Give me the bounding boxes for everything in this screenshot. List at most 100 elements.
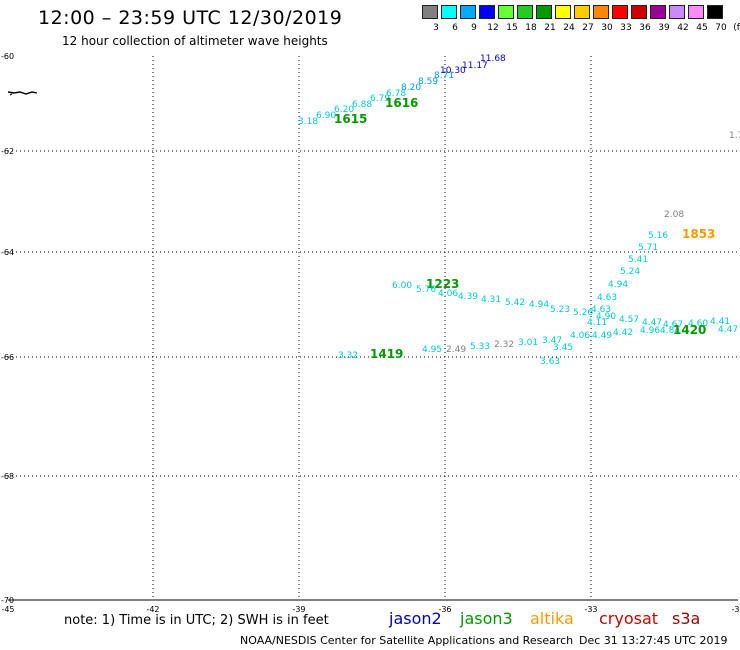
lon-label: -36 — [438, 605, 451, 614]
swh-value-label: 6.20 — [334, 105, 354, 115]
swh-value-label: 4.63 — [597, 293, 617, 303]
legend-value: 24 — [563, 23, 575, 33]
swh-value-label: 11.17 — [462, 61, 488, 71]
lat-label: -64 — [1, 248, 14, 257]
swh-value-label: 4.67 — [663, 320, 683, 330]
track-time-label: 1853 — [682, 227, 715, 241]
legend-swatch — [460, 5, 476, 19]
footer-timestamp: Dec 31 13:27:45 UTC 2019 — [579, 634, 728, 647]
swh-value-label: 5.71 — [638, 243, 658, 253]
swh-value-label: 4.60 — [688, 319, 708, 329]
legend-value: 36 — [639, 23, 651, 33]
track-time-label: 1223 — [426, 277, 459, 291]
legend-swatch — [574, 5, 590, 19]
map-title: 12:00 – 23:59 UTC 12/30/2019 — [38, 7, 343, 29]
legend-value: 70 — [715, 23, 727, 33]
lat-lon-grid — [8, 56, 738, 601]
swh-value-label: 10.30 — [440, 66, 466, 76]
legend-unit: (ft) — [733, 23, 740, 33]
lon-label: -45 — [1, 605, 14, 614]
swh-value-label: 4.41 — [710, 317, 730, 327]
swh-value-label: 3.63 — [540, 357, 560, 367]
swh-value-label: 4.90 — [596, 312, 616, 322]
swh-value-label: 5.23 — [550, 305, 570, 315]
swh-value-label: 4.49 — [592, 331, 612, 341]
swh-value-label: 3.01 — [518, 338, 538, 348]
axis-labels: -60 -62 -64 -66 -68 -70-45 -42 -39 -36 -33 -30 — [1, 52, 740, 614]
track-time-label: 1420 — [673, 323, 706, 337]
swh-value-label: 4.96 — [640, 326, 660, 336]
lat-label: -66 — [1, 353, 14, 362]
swh-value-label: 2.08 — [664, 210, 684, 220]
swh-value-label: 4.42 — [613, 328, 633, 338]
swh-value-label: 3.32 — [338, 351, 358, 361]
legend-swatch — [536, 5, 552, 19]
track-time-label: 1615 — [334, 112, 367, 126]
legend-value: 6 — [452, 23, 458, 33]
lon-label: -39 — [292, 605, 305, 614]
legend-value: 9 — [471, 23, 477, 33]
legend-value: 42 — [677, 23, 689, 33]
lat-label: -60 — [1, 52, 14, 61]
swh-value-label: 6.00 — [392, 281, 412, 291]
swh-value-label: 6.79 — [370, 94, 390, 104]
legend-value: 27 — [582, 23, 594, 33]
swh-value-label: 6.90 — [316, 111, 336, 121]
footer-note: note: 1) Time is in UTC; 2) SWH is in fe… — [64, 613, 329, 628]
swh-value-label: 8.71 — [434, 71, 454, 81]
legend-swatch — [650, 5, 666, 19]
legend-value: 30 — [601, 23, 613, 33]
swh-value-label: 4.84 — [660, 326, 680, 336]
swh-value-label: 2.32 — [494, 340, 514, 350]
track-time-label: 1616 — [385, 96, 418, 110]
legend-swatch — [498, 5, 514, 19]
wave-height-labels: 3.186.906.206.886.796.788.208.598.7110.3… — [298, 54, 740, 367]
swh-value-label: 5.16 — [648, 231, 668, 241]
lon-label: -42 — [146, 605, 159, 614]
sat-altika: altika — [530, 609, 574, 628]
swh-value-label: 8.20 — [401, 83, 421, 93]
legend-value: 45 — [696, 23, 708, 33]
swh-value-label: 5.41 — [628, 255, 648, 265]
legend-swatch — [422, 5, 438, 19]
swh-value-label: 6.88 — [352, 100, 372, 110]
lat-label: -68 — [1, 472, 14, 481]
swh-value-label: 3.45 — [553, 343, 573, 353]
swh-value-label: 4.57 — [619, 315, 639, 325]
swh-value-label: 5.24 — [620, 267, 640, 277]
swh-value-label: 4.11 — [587, 318, 607, 328]
sat-jason2: jason2 — [389, 609, 442, 628]
swh-value-label: 6.78 — [386, 89, 406, 99]
swh-value-label: 4.94 — [608, 280, 628, 290]
swh-value-label: 8.59 — [418, 77, 438, 87]
lon-label: -33 — [584, 605, 597, 614]
legend-swatch — [479, 5, 495, 19]
swh-value-label: 5.33 — [470, 342, 490, 352]
swh-value-label: 4.47 — [642, 318, 662, 328]
legend-swatch — [555, 5, 571, 19]
swh-value-label: 5.42 — [505, 298, 525, 308]
sat-cryosat: cryosat — [599, 609, 659, 628]
swh-value-label: 4.63 — [591, 305, 611, 315]
footer-credit: NOAA/NESDIS Center for Satellite Applica… — [240, 634, 574, 647]
sat-jason3: jason3 — [460, 609, 513, 628]
swh-value-label: 2.49 — [446, 345, 466, 355]
legend-swatch — [441, 5, 457, 19]
legend-swatch — [593, 5, 609, 19]
legend-value: 18 — [525, 23, 537, 33]
coastline-fragment — [7, 91, 38, 96]
map-subtitle: 12 hour collection of altimeter wave hei… — [62, 34, 328, 48]
legend-swatch — [631, 5, 647, 19]
legend-swatch — [669, 5, 685, 19]
swh-value-label: 4.06 — [438, 289, 458, 299]
swh-value-label: 3.47 — [542, 336, 562, 346]
legend-swatch — [688, 5, 704, 19]
legend-value: 33 — [620, 23, 632, 33]
swh-value-label: 4.95 — [422, 345, 442, 355]
legend-swatch — [612, 5, 628, 19]
legend-value: 21 — [544, 23, 556, 33]
legend-value: 39 — [658, 23, 670, 33]
swh-value-label: 1.7 — [729, 131, 740, 141]
swh-value-label: 4.94 — [529, 300, 549, 310]
